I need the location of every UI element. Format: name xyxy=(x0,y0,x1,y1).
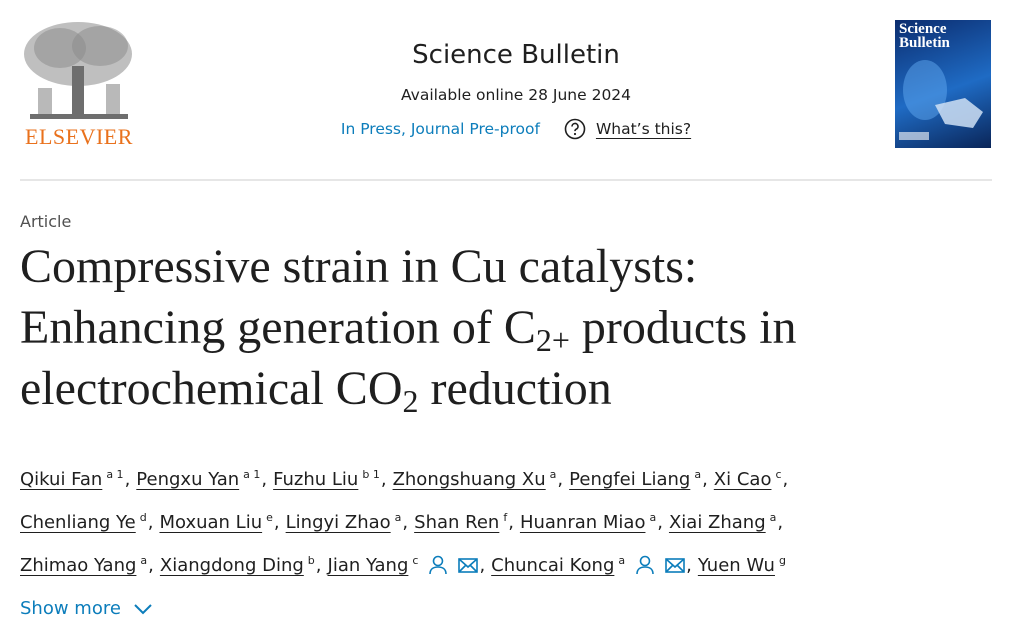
author-name[interactable]: Pengxu Yan xyxy=(136,469,240,490)
author-line: Qikui Fan a 1, Pengxu Yan a 1, Fuzhu Liu b 1,… xyxy=(20,456,794,499)
separator: , xyxy=(124,469,131,490)
author-affiliation[interactable]: c xyxy=(412,554,419,567)
title-subscript: 2+ xyxy=(535,322,570,358)
separator: , xyxy=(148,555,154,576)
author-affiliation[interactable]: e xyxy=(266,511,273,524)
separator: , xyxy=(402,512,409,533)
article-type: Article xyxy=(20,212,72,231)
cover-art xyxy=(899,60,983,140)
author-affiliation[interactable]: a 1 xyxy=(106,468,124,481)
title-subscript: 2 xyxy=(402,383,419,419)
author-affiliation[interactable]: a xyxy=(649,511,657,524)
show-more[interactable]: Show more xyxy=(20,598,153,619)
separator: , xyxy=(508,512,514,533)
journal-cover[interactable]: Science Bulletin xyxy=(895,20,991,148)
author-icon[interactable] xyxy=(634,555,656,575)
help-wrap[interactable]: What’s this? xyxy=(564,118,691,140)
email-icon[interactable] xyxy=(664,555,686,575)
author-name[interactable]: Fuzhu Liu xyxy=(273,469,359,490)
author-name[interactable]: Zhimao Yang xyxy=(20,555,137,576)
status-row: In Press, Journal Pre-proof What’s this? xyxy=(250,118,782,140)
publisher-name: ELSEVIER xyxy=(25,124,133,149)
separator: , xyxy=(380,469,387,490)
author-name[interactable]: Huanran Miao xyxy=(519,512,646,533)
author-name[interactable]: Qikui Fan xyxy=(20,469,103,490)
separator: , xyxy=(479,555,486,576)
author-line: Zhimao Yang a, Xiangdong Ding b, Jian Yang c,… xyxy=(20,542,794,585)
author-affiliation[interactable]: b 1 xyxy=(362,468,380,481)
separator: , xyxy=(261,469,268,490)
author-icon[interactable] xyxy=(427,555,449,575)
separator: , xyxy=(315,555,322,576)
author-affiliation[interactable]: d xyxy=(139,511,147,524)
author-list: Qikui Fan a 1, Pengxu Yan a 1, Fuzhu Liu b 1,… xyxy=(20,456,794,585)
title-text: reduction xyxy=(418,362,612,415)
separator: , xyxy=(686,555,692,576)
author-name[interactable]: Yuen Wu xyxy=(697,555,775,576)
divider xyxy=(20,179,992,181)
separator: , xyxy=(782,469,789,490)
author-affiliation[interactable]: a xyxy=(618,554,626,567)
title-text: Compressive strain in Cu catalysts: xyxy=(20,240,698,293)
author-name[interactable]: Xiai Zhang xyxy=(668,512,766,533)
author-name[interactable]: Moxuan Liu xyxy=(159,512,263,533)
separator: , xyxy=(702,469,708,490)
title-text: Enhancing generation of C xyxy=(20,301,536,354)
author-name[interactable]: Zhongshuang Xu xyxy=(392,469,546,490)
author-name[interactable]: Chuncai Kong xyxy=(491,555,615,576)
author-name[interactable]: Xiangdong Ding xyxy=(159,555,304,576)
author-name[interactable]: Xi Cao xyxy=(713,469,772,490)
author-affiliation[interactable]: a 1 xyxy=(243,468,261,481)
author-affiliation[interactable]: a xyxy=(694,468,702,481)
author-name[interactable]: Pengfei Liang xyxy=(569,469,691,490)
separator: , xyxy=(557,469,564,490)
elsevier-logo[interactable] xyxy=(20,18,138,122)
journal-title[interactable]: Science Bulletin xyxy=(412,40,620,70)
title-text: electrochemical CO xyxy=(20,362,403,415)
author-line: Chenliang Ye d, Moxuan Liu e, Lingyi Zhao a, S… xyxy=(20,499,794,542)
author-name[interactable]: Shan Ren xyxy=(414,512,500,533)
author-affiliation[interactable]: c xyxy=(775,468,782,481)
author-affiliation[interactable]: b xyxy=(307,554,315,567)
author-affiliation[interactable]: a xyxy=(140,554,148,567)
separator: , xyxy=(147,512,154,533)
title-text: products in xyxy=(569,301,797,354)
author-affiliation[interactable]: a xyxy=(769,511,777,524)
article-title: Compressive strain in Cu catalysts: Enha… xyxy=(20,236,797,419)
available-date: Available online 28 June 2024 xyxy=(400,86,632,104)
author-affiliation[interactable]: a xyxy=(549,468,557,481)
author-affiliation[interactable]: a xyxy=(394,511,402,524)
help-link[interactable]: What’s this? xyxy=(595,120,692,138)
show-more-label[interactable]: Show more xyxy=(20,598,121,619)
author-name[interactable]: Lingyi Zhao xyxy=(285,512,391,533)
author-affiliation[interactable]: g xyxy=(778,554,786,567)
chevron-down xyxy=(134,603,152,614)
author-name[interactable]: Jian Yang xyxy=(327,555,409,576)
author-affiliation[interactable]: f xyxy=(503,511,508,524)
separator: , xyxy=(657,512,663,533)
help-icon xyxy=(564,118,586,140)
separator: , xyxy=(273,512,280,533)
author-name[interactable]: Chenliang Ye xyxy=(20,512,136,533)
separator: , xyxy=(777,512,784,533)
email-icon[interactable] xyxy=(457,555,479,575)
cover-title: Science Bulletin xyxy=(899,21,950,51)
status-link[interactable]: In Press, Journal Pre-proof xyxy=(340,120,540,138)
